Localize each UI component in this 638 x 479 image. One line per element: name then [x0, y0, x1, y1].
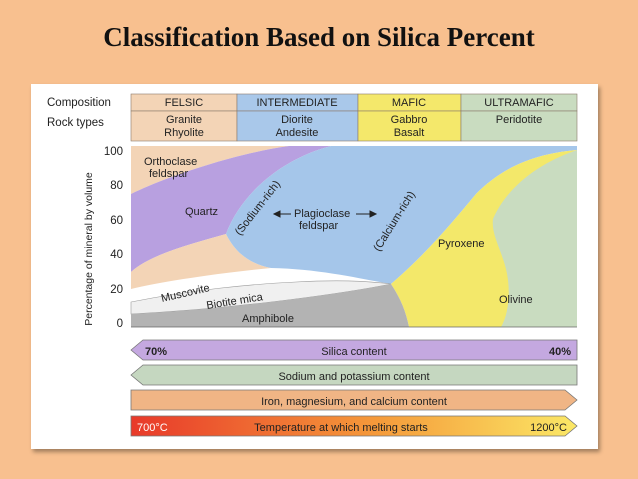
plagioclase-label-2: feldspar [299, 220, 338, 232]
ultramafic-label: ULTRAMAFIC [484, 97, 554, 109]
temperature-bar: 700°C Temperature at which melting start… [130, 415, 578, 437]
iron-magnesium-label: Iron, magnesium, and calcium content [261, 396, 447, 408]
orthoclase-lower-region [131, 234, 271, 289]
silica-right-label: 40% [549, 346, 571, 358]
page-title: Classification Based on Silica Percent [103, 22, 535, 52]
plagioclase-region [226, 146, 577, 284]
ultramafic-rock-1: Peridotite [496, 114, 542, 126]
header-intermediate: INTERMEDIATE Diorite Andesite [236, 93, 359, 142]
silica-left-label: 70% [145, 346, 167, 358]
mineral-regions [130, 146, 577, 328]
temperature-label: Temperature at which melting starts [254, 422, 428, 434]
header-mafic: MAFIC Gabbro Basalt [357, 93, 462, 142]
header-ultramafic: ULTRAMAFIC Peridotite [460, 93, 578, 142]
temperature-left-label: 700°C [137, 422, 168, 434]
pyroxene-label: Pyroxene [438, 238, 484, 250]
olivine-region [492, 150, 577, 327]
orthoclase-label-1: Orthoclase [144, 156, 197, 168]
y-axis-label: Percentage of mineral by volume [83, 172, 95, 326]
y-tick-0: 0 [117, 318, 123, 330]
header-felsic: FELSIC Granite Rhyolite [130, 93, 238, 142]
olivine-label: Olivine [499, 294, 533, 306]
quartz-region [131, 146, 331, 272]
intermediate-label: INTERMEDIATE [256, 97, 337, 109]
composition-row-label: Composition [47, 97, 111, 109]
y-tick-80: 80 [110, 180, 123, 192]
felsic-rock-1: Granite [166, 114, 202, 126]
intermediate-rock-2: Andesite [276, 127, 319, 139]
mafic-rock-1: Gabbro [391, 114, 428, 126]
mafic-label: MAFIC [392, 97, 426, 109]
orthoclase-label-2: feldspar [149, 168, 188, 180]
sodium-potassium-label: Sodium and potassium content [278, 371, 429, 383]
mafic-rock-2: Basalt [394, 127, 425, 139]
y-tick-100: 100 [104, 146, 123, 158]
silica-content-bar: 70% Silica content 40% [130, 339, 578, 361]
felsic-rock-2: Rhyolite [164, 127, 204, 139]
diagram-svg: Composition Rock types FELSIC Granite Rh… [47, 93, 578, 437]
felsic-label: FELSIC [165, 97, 204, 109]
intermediate-rock-1: Diorite [281, 114, 313, 126]
amphibole-region [131, 284, 409, 327]
sodium-potassium-bar: Sodium and potassium content [130, 364, 578, 386]
classification-diagram: Composition Rock types FELSIC Granite Rh… [31, 84, 598, 449]
silica-label: Silica content [321, 346, 386, 358]
rock-types-row-label: Rock types [47, 117, 104, 129]
plagioclase-label-1: Plagioclase [294, 208, 350, 220]
quartz-label: Quartz [185, 206, 218, 218]
amphibole-label: Amphibole [242, 313, 294, 325]
iron-magnesium-bar: Iron, magnesium, and calcium content [130, 389, 578, 411]
y-tick-60: 60 [110, 215, 123, 227]
plagioclase-arrows [272, 210, 378, 218]
orthoclase-region [131, 146, 289, 194]
temperature-right-label: 1200°C [530, 422, 567, 434]
y-tick-40: 40 [110, 249, 123, 261]
y-tick-20: 20 [110, 284, 123, 296]
